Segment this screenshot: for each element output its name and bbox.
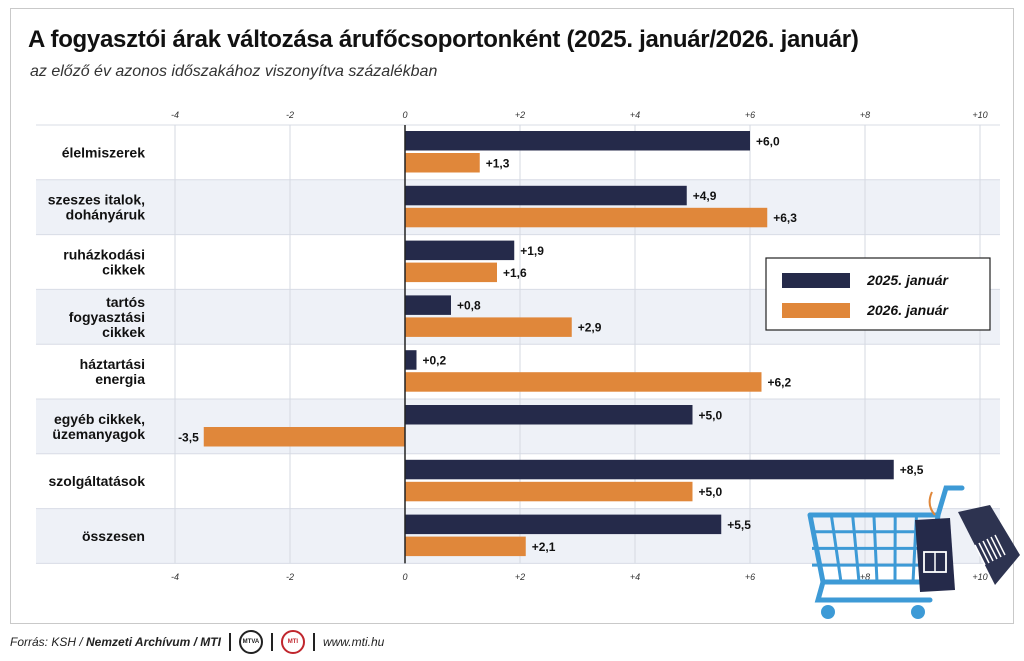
data-label: +6,3 (773, 211, 797, 225)
source-prefix: Forrás: KSH / (10, 635, 87, 649)
data-label: +6,0 (756, 134, 780, 148)
data-label: +1,6 (503, 266, 527, 280)
bar (405, 459, 894, 480)
chart-subtitle: az előző év azonos időszakához viszonyít… (30, 63, 438, 80)
bar (405, 481, 693, 502)
separator (228, 633, 231, 651)
bar (405, 207, 768, 228)
category-label: élelmiszerek (62, 144, 145, 160)
category-label: háztartási (80, 356, 145, 372)
legend-swatch (782, 273, 850, 288)
tick-label-bottom: +2 (515, 572, 525, 582)
tick-label-top: 0 (402, 110, 407, 120)
legend-box (765, 257, 991, 331)
data-label: +4,9 (693, 189, 717, 203)
bar (405, 262, 497, 283)
tick-label-top: +2 (515, 110, 525, 120)
bar (405, 514, 722, 535)
data-label: +5,5 (727, 518, 751, 532)
legend-label: 2026. január (866, 302, 949, 318)
chart-title: A fogyasztói árak változása árufőcsoport… (28, 26, 859, 53)
data-label: +0,2 (423, 353, 447, 367)
tick-label-top: +10 (972, 110, 987, 120)
category-label: energia (95, 371, 145, 387)
mti-logo-icon: MTI (280, 630, 305, 654)
data-label: +2,1 (532, 540, 556, 554)
data-label: +0,8 (457, 299, 481, 313)
tick-label-top: +4 (630, 110, 640, 120)
bar (405, 536, 526, 557)
category-label: egyéb cikkek, (54, 411, 145, 427)
tick-label-bottom: +8 (860, 572, 870, 582)
mtva-logo-icon: MTVA (238, 630, 263, 654)
separator (312, 633, 315, 651)
data-label: +1,9 (520, 244, 544, 258)
tick-label-top: +8 (860, 110, 870, 120)
bar (405, 295, 451, 315)
category-label: ruházkodási (63, 247, 145, 263)
data-label: +2,9 (578, 321, 602, 335)
source-url: www.mti.hu (322, 635, 385, 649)
data-label: +8,5 (900, 463, 924, 477)
bar (405, 405, 693, 425)
data-label: +1,3 (486, 156, 510, 170)
footer: Forrás: KSH / Nemzeti Archívum / MTI MTV… (10, 630, 384, 654)
source-text: Forrás: KSH / Nemzeti Archívum / MTI (10, 635, 221, 649)
tick-label-bottom: +6 (745, 572, 755, 582)
data-label: +5,0 (699, 485, 723, 499)
tick-label-bottom: 0 (402, 572, 407, 582)
bar (405, 131, 750, 151)
category-label: szeszes italok, (48, 192, 145, 208)
tick-label-top: +6 (745, 110, 755, 120)
category-label: cikkek (102, 324, 145, 340)
data-label: +6,2 (768, 375, 792, 389)
separator (270, 633, 273, 651)
bar (405, 185, 687, 206)
bar (405, 240, 515, 261)
bar (405, 350, 417, 370)
tick-label-bottom: +10 (972, 572, 987, 582)
source-bold: Nemzeti Archívum / MTI (86, 635, 221, 649)
legend-swatch (782, 303, 850, 318)
tick-label-top: -4 (171, 110, 179, 120)
category-label: tartós (106, 294, 145, 310)
bar (405, 153, 480, 173)
bar (405, 317, 572, 337)
bar (405, 372, 762, 392)
data-label: +5,0 (699, 408, 723, 422)
legend-label: 2025. január (866, 272, 949, 288)
bar (203, 427, 405, 447)
tick-label-bottom: +4 (630, 572, 640, 582)
category-label: dohányáruk (66, 207, 146, 223)
tick-label-bottom: -4 (171, 572, 179, 582)
tick-label-bottom: -2 (286, 572, 294, 582)
category-label: szolgáltatások (49, 473, 146, 489)
shopping-cart-icon (807, 485, 1020, 619)
category-label: összesen (82, 528, 145, 544)
category-label: fogyasztási (69, 309, 145, 325)
tick-label-top: -2 (286, 110, 294, 120)
category-label: cikkek (102, 262, 145, 278)
category-label: üzemanyagok (52, 426, 145, 442)
data-label: -3,5 (178, 430, 199, 444)
